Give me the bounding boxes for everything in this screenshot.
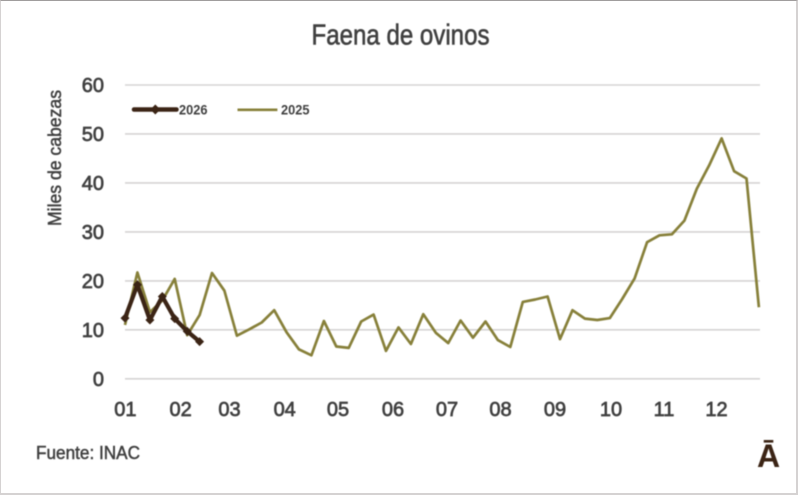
svg-text:12: 12: [705, 399, 727, 421]
svg-text:2026: 2026: [179, 102, 208, 118]
svg-text:03: 03: [218, 399, 240, 421]
svg-text:10: 10: [600, 399, 622, 421]
svg-text:02: 02: [169, 399, 191, 421]
svg-text:2025: 2025: [281, 102, 310, 118]
svg-text:40: 40: [82, 173, 104, 195]
svg-text:60: 60: [82, 75, 104, 97]
svg-text:11: 11: [654, 399, 675, 421]
svg-text:20: 20: [82, 271, 104, 293]
svg-text:08: 08: [489, 399, 511, 421]
svg-text:04: 04: [274, 399, 296, 421]
svg-text:Ā: Ā: [757, 438, 780, 474]
svg-text:Miles de cabezas: Miles de cabezas: [45, 90, 65, 226]
svg-text:09: 09: [544, 399, 566, 421]
svg-text:30: 30: [82, 222, 104, 244]
svg-text:Faena de ovinos: Faena de ovinos: [312, 20, 490, 52]
svg-text:05: 05: [327, 399, 349, 421]
svg-text:07: 07: [436, 399, 458, 421]
svg-text:01: 01: [114, 399, 136, 421]
svg-text:06: 06: [382, 399, 404, 421]
svg-text:Fuente: INAC: Fuente: INAC: [36, 442, 140, 463]
svg-text:0: 0: [93, 369, 104, 391]
svg-text:50: 50: [82, 124, 104, 146]
svg-text:10: 10: [82, 320, 104, 342]
